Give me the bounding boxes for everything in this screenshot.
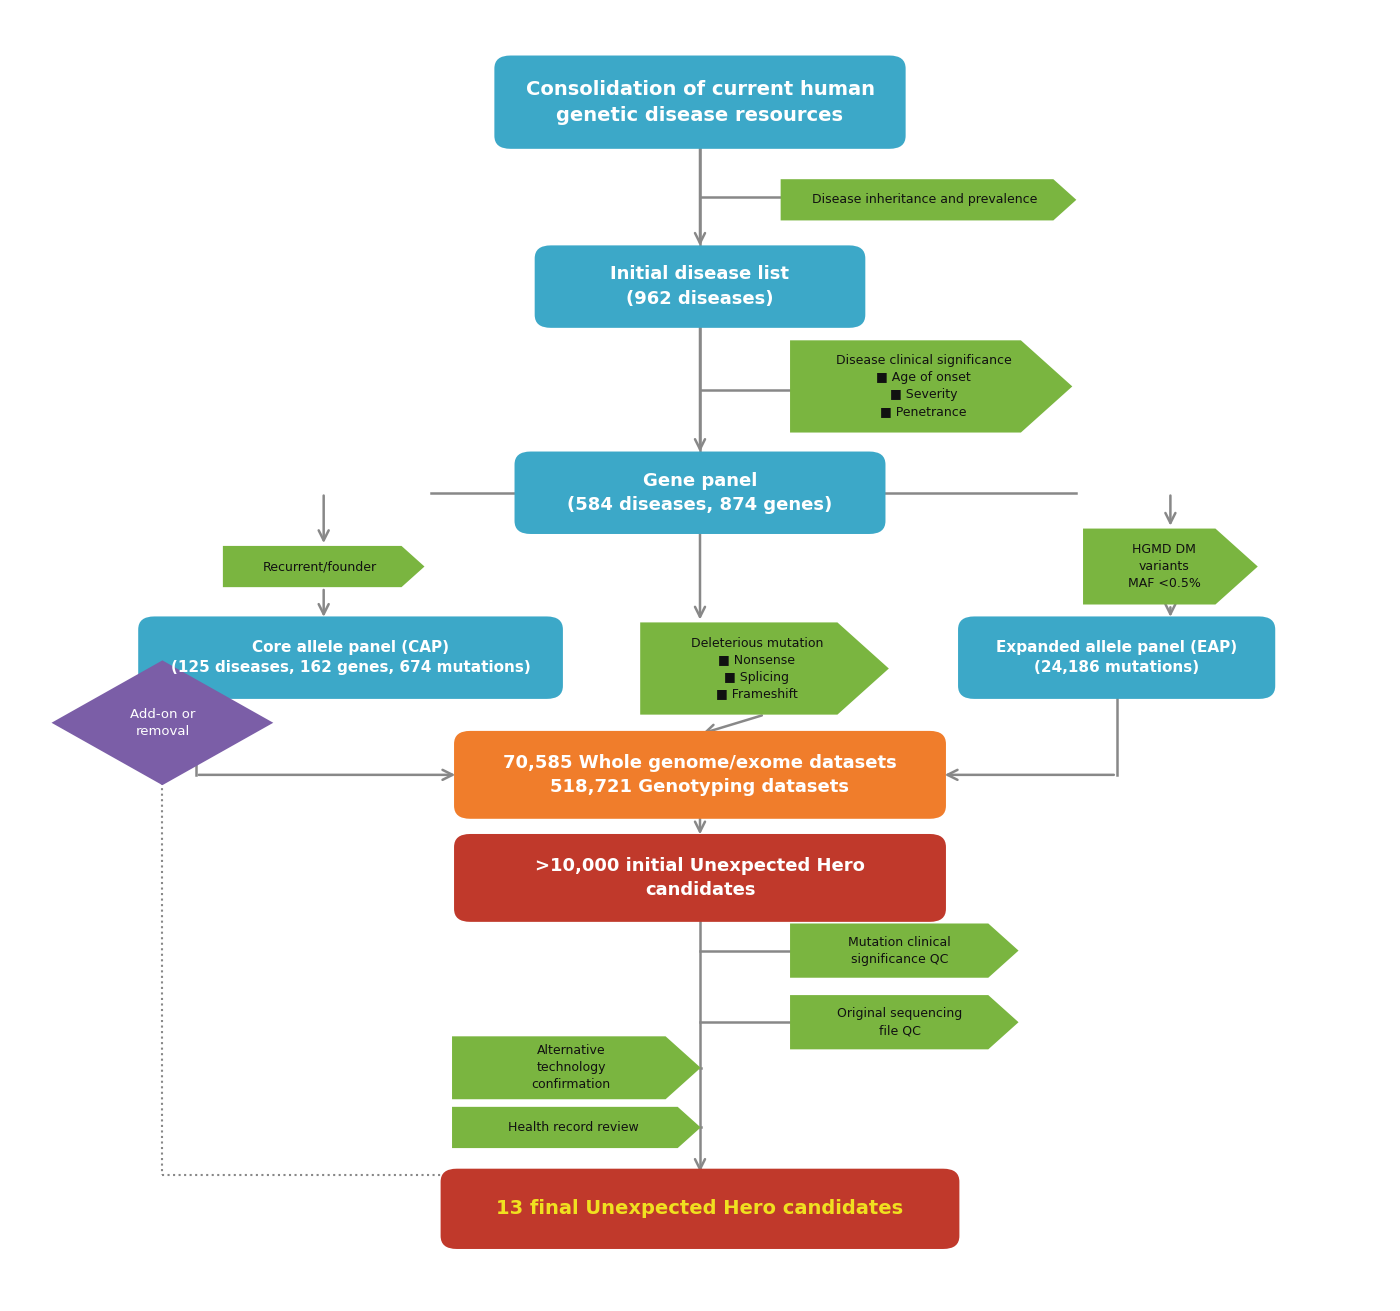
Text: Original sequencing
file QC: Original sequencing file QC (837, 1007, 962, 1037)
Polygon shape (452, 1036, 700, 1099)
FancyBboxPatch shape (454, 834, 946, 922)
Text: Recurrent/founder: Recurrent/founder (263, 560, 377, 573)
FancyBboxPatch shape (139, 616, 563, 699)
Text: Expanded allele panel (EAP)
(24,186 mutations): Expanded allele panel (EAP) (24,186 muta… (995, 640, 1238, 675)
Polygon shape (790, 923, 1019, 978)
Text: >10,000 initial Unexpected Hero
candidates: >10,000 initial Unexpected Hero candidat… (535, 857, 865, 899)
Text: Gene panel
(584 diseases, 874 genes): Gene panel (584 diseases, 874 genes) (567, 472, 833, 514)
FancyBboxPatch shape (535, 245, 865, 328)
Polygon shape (781, 180, 1077, 220)
Polygon shape (452, 1106, 700, 1148)
Text: Initial disease list
(962 diseases): Initial disease list (962 diseases) (610, 265, 790, 308)
Text: Core allele panel (CAP)
(125 diseases, 162 genes, 674 mutations): Core allele panel (CAP) (125 diseases, 1… (171, 640, 531, 675)
Text: Consolidation of current human
genetic disease resources: Consolidation of current human genetic d… (525, 80, 875, 125)
Text: Deleterious mutation
■ Nonsense
■ Splicing
■ Frameshift: Deleterious mutation ■ Nonsense ■ Splici… (690, 637, 823, 700)
Text: Disease inheritance and prevalence: Disease inheritance and prevalence (812, 193, 1037, 206)
Text: Health record review: Health record review (508, 1121, 638, 1134)
Text: Add-on or
removal: Add-on or removal (130, 708, 195, 738)
FancyBboxPatch shape (441, 1168, 959, 1249)
FancyBboxPatch shape (958, 616, 1275, 699)
Text: Disease clinical significance
■ Age of onset
■ Severity
■ Penetrance: Disease clinical significance ■ Age of o… (836, 354, 1011, 418)
Polygon shape (1084, 528, 1257, 604)
Polygon shape (790, 995, 1019, 1049)
Polygon shape (640, 623, 889, 714)
Polygon shape (790, 341, 1072, 433)
Text: 70,585 Whole genome/exome datasets
518,721 Genotyping datasets: 70,585 Whole genome/exome datasets 518,7… (503, 754, 897, 796)
FancyBboxPatch shape (494, 55, 906, 149)
Text: HGMD DM
variants
MAF <0.5%: HGMD DM variants MAF <0.5% (1127, 543, 1200, 590)
FancyBboxPatch shape (454, 732, 946, 819)
Text: Mutation clinical
significance QC: Mutation clinical significance QC (848, 936, 951, 966)
Polygon shape (223, 545, 424, 587)
Text: 13 final Unexpected Hero candidates: 13 final Unexpected Hero candidates (497, 1200, 903, 1218)
FancyBboxPatch shape (515, 451, 885, 534)
Polygon shape (52, 661, 273, 785)
Text: Alternative
technology
confirmation: Alternative technology confirmation (532, 1045, 610, 1091)
